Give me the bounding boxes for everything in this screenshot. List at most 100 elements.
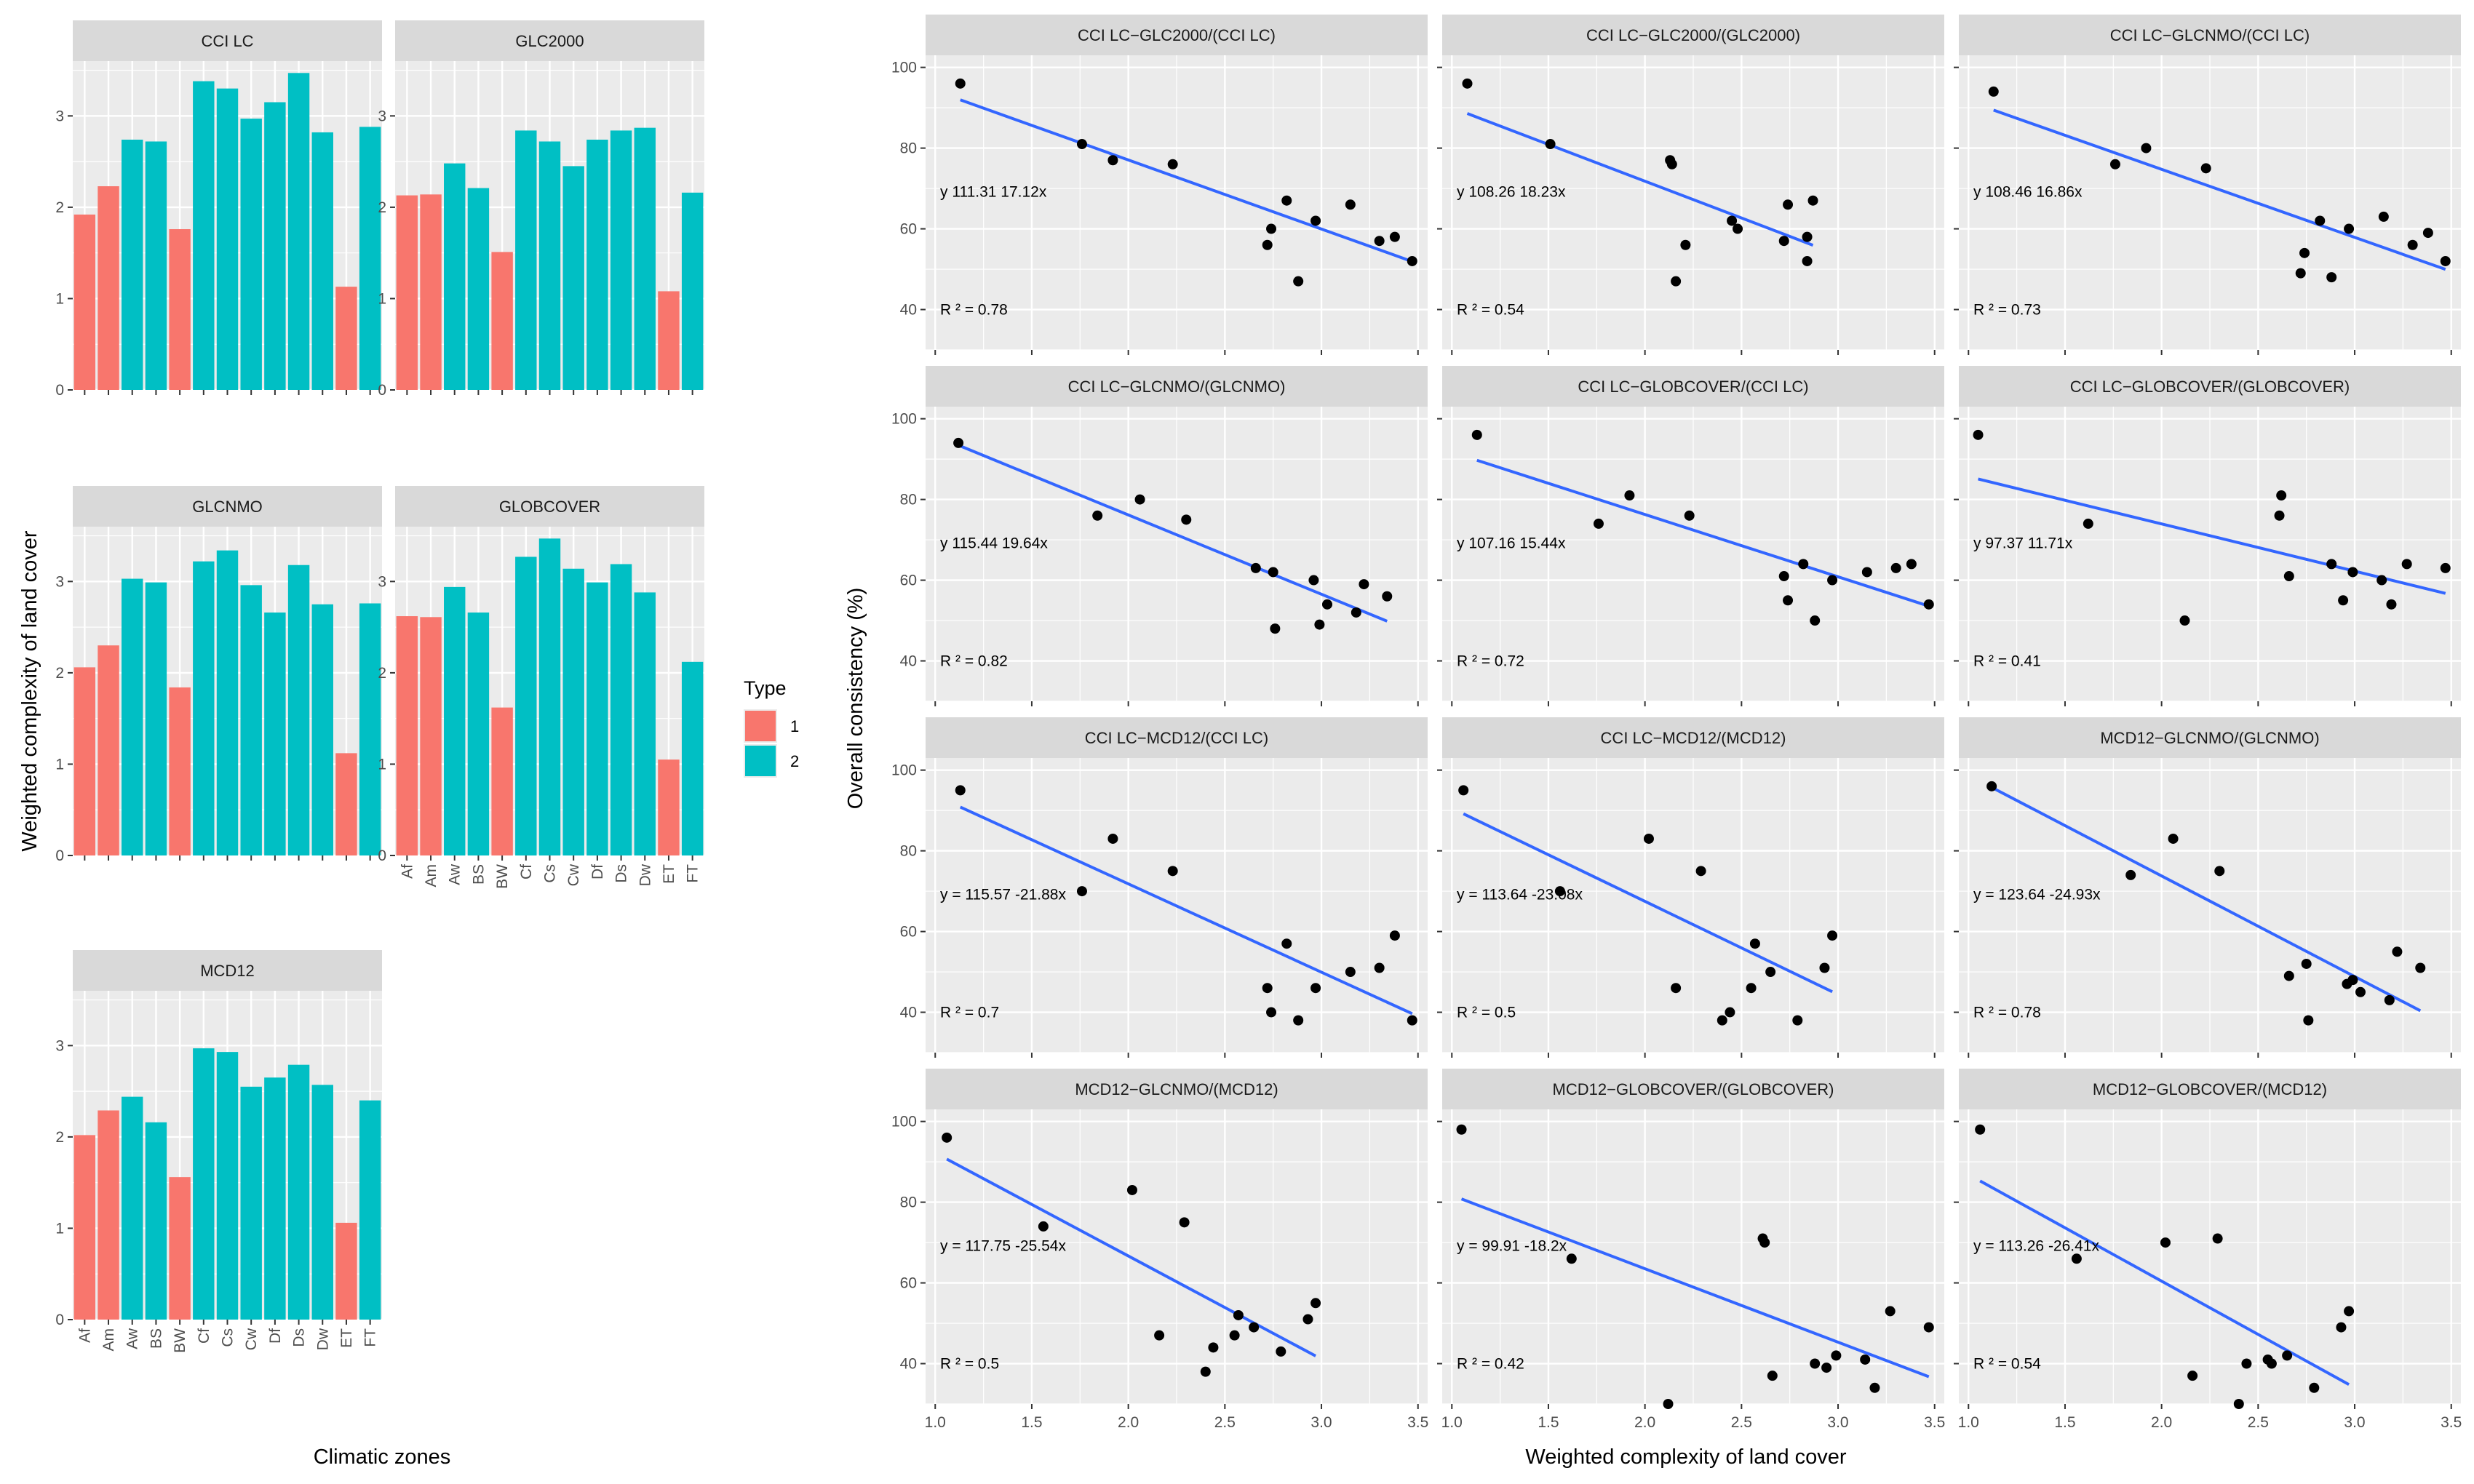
regression-equation: y 107.16 15.44x [1457,535,1566,551]
scatter-facet: MCD12−GLOBCOVER/(GLOBCOVER) 1.0 1.5 2.0 2.5 3… [1437,1069,1945,1431]
bar [264,1077,286,1320]
facet-strip-label: CCI LC−MCD12/(MCD12) [1601,729,1786,747]
data-point [1778,571,1789,582]
y-tick-label: 2 [378,199,386,216]
y-tick-label: 1 [55,290,64,307]
data-point [1988,86,1999,97]
data-point [1389,231,1400,242]
y-tick-label: 0 [378,847,386,864]
data-point [1167,159,1178,169]
data-point [2214,866,2225,877]
scatter-facet: MCD12−GLCNMO/(GLCNMO) y = 123.64 -24.93x R… [1954,717,2461,1058]
y-tick-label: 2 [55,199,64,216]
data-point [1975,1124,1986,1135]
data-point [2283,970,2294,981]
regression-line [1460,1197,1930,1379]
data-point [2303,1015,2314,1026]
y-tick-label: 3 [55,573,64,590]
data-point [1783,595,1794,606]
x-tick-label: 3.0 [2344,1414,2365,1431]
x-tick-label: Af [76,1328,93,1343]
bar [122,578,143,855]
x-tick-label: Ds [291,1328,308,1347]
bar-facet: GLOBCOVER 0 1 2 3 Af Am Aw BS BW Cf Cs Cw Df Ds Dw ET FT [378,486,704,889]
x-tick-label: BW [172,1328,188,1353]
r-squared-label: R ² = 0.78 [940,301,1008,318]
y-tick-label: 60 [900,1275,917,1292]
facet-strip [926,366,1428,407]
bar [562,568,584,855]
data-point [1923,1322,1934,1333]
data-point [955,78,966,89]
facet-strip-label: MCD12−GLOBCOVER/(MCD12) [2093,1080,2327,1098]
y-tick-label: 100 [891,1114,917,1130]
facet-strip [926,1069,1428,1109]
data-point [1471,429,1482,440]
bar [145,141,167,390]
x-tick-label: Cw [243,1328,260,1350]
bar [335,753,357,855]
data-point [2392,946,2403,957]
x-tick-label: FT [362,1328,379,1347]
data-point [2347,975,2358,986]
regression-equation: y = 115.57 -21.88x [940,886,1066,903]
data-point [1092,510,1103,521]
x-tick-label: 1.5 [1021,1414,1042,1431]
regression-line [1993,108,2446,271]
data-point [2401,559,2412,570]
bar [658,759,680,855]
data-point [1302,1314,1313,1325]
scatter-facet: CCI LC−GLOBCOVER/(GLOBCOVER) y 97.37 11.7… [1954,366,2461,706]
data-point [1802,255,1813,266]
data-point [1249,1322,1260,1333]
data-point [1810,1358,1821,1369]
data-point [942,1132,952,1143]
data-point [2326,559,2337,570]
facet-strip-label: CCI LC−MCD12/(CCI LC) [1085,729,1268,747]
r-squared-label: R ² = 0.72 [1457,653,1524,669]
bar [515,556,537,855]
data-point [2200,163,2211,174]
x-tick-label: Cf [196,1328,212,1344]
scatter-facet: CCI LC−GLC2000/(GLC2000) y 108.26 18.23x R… [1437,15,1944,355]
bar [193,81,215,390]
regression-line [958,444,1388,623]
y-tick-label: 100 [891,411,917,428]
bar-facet: GLCNMO 0 1 2 3 [55,486,382,864]
bar [681,192,704,390]
data-point [1179,1217,1190,1228]
data-point [1310,215,1321,226]
data-point [1666,159,1677,169]
y-tick-label: 0 [55,382,64,399]
scatter-facet: CCI LC−GLCNMO/(GLCNMO) 40 60 80 100 y 115.44 … [891,366,1428,706]
data-point [1345,967,1356,978]
facet-strip [1959,366,2461,407]
bar [610,130,632,390]
regression-line [1476,458,1930,608]
y-tick-label: 40 [900,653,917,670]
x-tick-label: 1.0 [1958,1414,1979,1431]
data-point [1126,1184,1137,1195]
data-point [1407,1015,1417,1026]
x-tick-label: BS [470,864,487,885]
data-point [1351,607,1361,618]
y-tick-label: 0 [55,847,64,864]
x-tick-label: Dw [314,1328,331,1350]
scatter-facet: MCD12−GLCNMO/(MCD12) 1.0 1.5 2.0 2.5 3.0 3.5 40… [891,1069,1428,1431]
x-tick-label: BW [494,864,511,889]
r-squared-label: R ² = 0.7 [940,1004,999,1021]
bar [359,127,381,390]
data-point [1827,575,1838,586]
regression-line [960,98,1413,263]
data-point [1860,1354,1871,1365]
scatter-facet: CCI LC−MCD12/(MCD12) y = 113.64 -23.08x R … [1437,717,1944,1058]
data-point [1671,276,1682,287]
data-point [1458,785,1469,796]
bar [538,538,561,855]
bar-facet: GLC2000 0 1 2 3 [378,20,704,399]
regression-equation: y = 123.64 -24.93x [1973,886,2101,903]
facet-strip [1442,366,1944,407]
bar-x-axis-title: Climatic zones [314,1445,451,1469]
r-squared-label: R ² = 0.54 [1457,301,1524,318]
bar [634,127,656,390]
